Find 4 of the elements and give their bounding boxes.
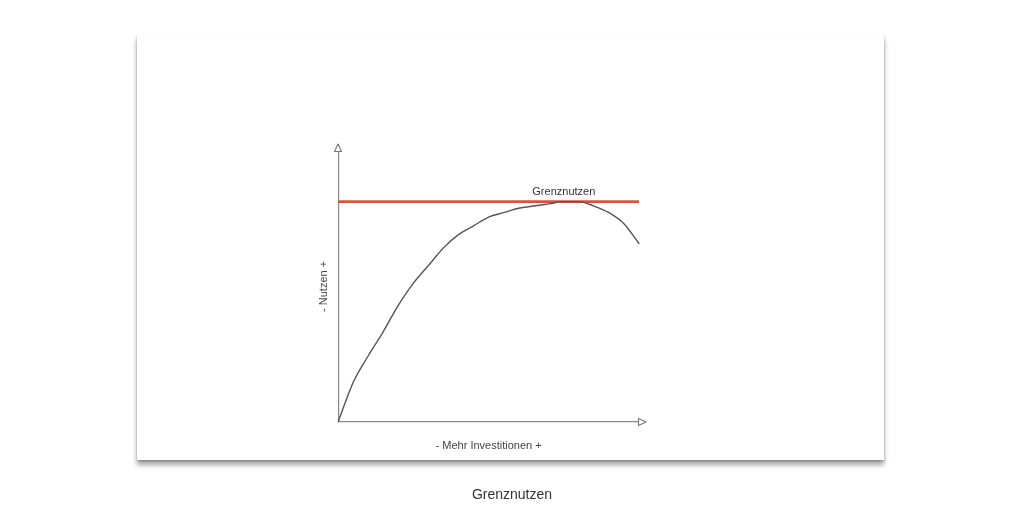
- ref-line-label: Grenznutzen: [532, 185, 596, 198]
- x-axis-title: - Mehr Investitionen +: [435, 439, 542, 452]
- y-axis-title: - Nutzen +: [316, 260, 329, 312]
- text: Grenznutzen: [470, 486, 554, 502]
